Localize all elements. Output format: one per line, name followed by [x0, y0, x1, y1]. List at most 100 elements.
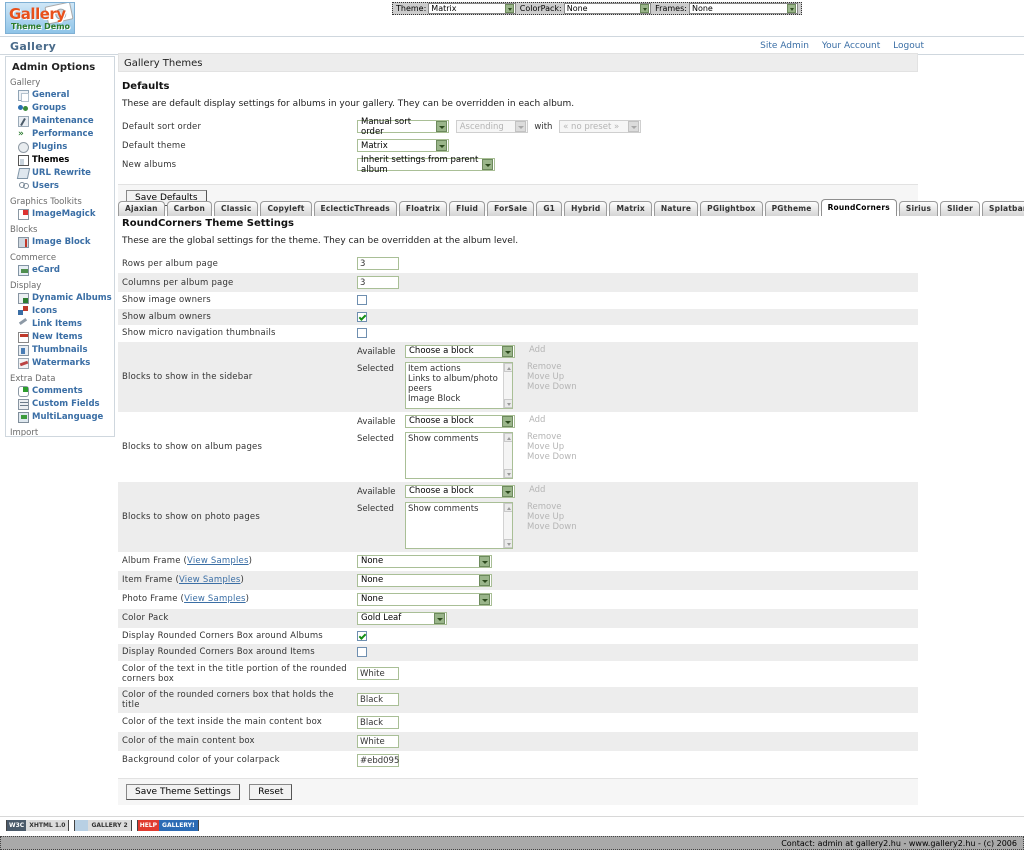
tab-eclecticthreads[interactable]: EclecticThreads	[313, 201, 397, 216]
reset-button[interactable]: Reset	[249, 783, 293, 800]
tab-carbon[interactable]: Carbon	[166, 201, 212, 216]
gallery-logo[interactable]: Gallery Theme Demo	[5, 2, 75, 34]
columns-per-album-page-input[interactable]: 3	[357, 276, 399, 289]
photo-move-down-button[interactable]: Move Down	[527, 521, 577, 532]
sidebar-selected-blocks-listbox[interactable]: Item actions Links to album/photo peers …	[405, 361, 513, 409]
show-micro-nav-checkbox[interactable]	[357, 328, 367, 338]
your-account-link[interactable]: Your Account	[821, 41, 881, 51]
title-box-color-input[interactable]: Black	[357, 693, 399, 706]
default-theme-select[interactable]: Matrix	[357, 139, 449, 152]
list-item[interactable]: Image Block	[408, 393, 461, 404]
tab-floatrix[interactable]: Floatrix	[398, 201, 448, 216]
sidebar-item-themes[interactable]: Themes	[10, 154, 110, 167]
sidebar-item-multilanguage[interactable]: MultiLanguage	[10, 411, 110, 424]
sidebar-item-link-items[interactable]: Link Items	[10, 318, 110, 331]
list-item[interactable]: Links to album/photo peers	[408, 373, 498, 394]
tab-splatbang[interactable]: Splatbang	[982, 201, 1024, 216]
frames-select[interactable]: None	[688, 3, 799, 14]
photo-remove-button[interactable]: Remove	[527, 501, 562, 512]
list-item[interactable]: Show comments	[408, 503, 479, 514]
background-color-input[interactable]: #ebd095	[357, 753, 399, 767]
sidebar-add-button[interactable]: Add	[529, 344, 546, 355]
scroll-down-icon[interactable]	[504, 468, 512, 478]
tab-pglightbox[interactable]: PGlightbox	[700, 201, 763, 216]
new-albums-select[interactable]: Inherit settings from parent album	[357, 155, 495, 175]
main-box-color-input[interactable]: White	[357, 734, 399, 748]
album-available-block-select[interactable]: Choose a block	[405, 414, 515, 428]
show-image-owners-checkbox[interactable]	[357, 295, 367, 305]
scroll-down-icon[interactable]	[504, 538, 512, 548]
album-remove-button[interactable]: Remove	[527, 431, 562, 442]
save-theme-settings-button[interactable]: Save Theme Settings	[126, 783, 240, 800]
photo-frame-select[interactable]: None	[357, 592, 492, 606]
sidebar-available-block-select[interactable]: Choose a block	[405, 344, 515, 358]
album-frame-view-samples-link[interactable]: View Samples	[187, 556, 249, 566]
photo-move-up-button[interactable]: Move Up	[527, 511, 565, 522]
rounded-items-checkbox[interactable]	[357, 647, 367, 657]
tab-pgtheme[interactable]: PGtheme	[764, 201, 819, 216]
sidebar-move-down-button[interactable]: Move Down	[527, 381, 577, 392]
sidebar-item-url-rewrite[interactable]: URL Rewrite	[10, 167, 110, 180]
tab-ajaxian[interactable]: Ajaxian	[118, 201, 165, 216]
album-add-button[interactable]: Add	[529, 414, 546, 425]
sidebar-move-up-button[interactable]: Move Up	[527, 371, 565, 382]
sidebar-remove-button[interactable]: Remove	[527, 361, 562, 372]
tab-classic[interactable]: Classic	[213, 201, 259, 216]
photo-selected-blocks-listbox[interactable]: Show comments	[405, 501, 513, 549]
sidebar-item-thumbnails[interactable]: Thumbnails	[10, 344, 110, 357]
w3c-xhtml-badge[interactable]: W3C XHTML 1.0	[6, 820, 70, 831]
tab-hybrid[interactable]: Hybrid	[564, 201, 608, 216]
sidebar-item-image-block[interactable]: Image Block	[10, 236, 110, 249]
tab-roundcorners[interactable]: RoundCorners	[820, 199, 897, 216]
sidebar-item-watermarks[interactable]: Watermarks	[10, 357, 110, 370]
sidebar-item-custom-fields[interactable]: Custom Fields	[10, 398, 110, 411]
sidebar-item-performance[interactable]: » Performance	[10, 128, 110, 141]
album-selected-blocks-listbox[interactable]: Show comments	[405, 431, 513, 479]
title-text-color-input[interactable]: White	[357, 667, 399, 680]
help-gallery-badge[interactable]: HELP GALLERY!	[136, 820, 199, 831]
sidebar-item-groups[interactable]: Groups	[10, 102, 110, 115]
sort-direction-select[interactable]: Ascending	[455, 120, 528, 133]
default-sort-order-select[interactable]: Manual sort order	[357, 117, 449, 137]
sidebar-item-new-items[interactable]: New Items	[10, 331, 110, 344]
photo-available-block-select[interactable]: Choose a block	[405, 484, 515, 498]
scroll-up-icon[interactable]	[504, 432, 512, 442]
scroll-down-icon[interactable]	[504, 398, 512, 408]
tab-nature[interactable]: Nature	[653, 201, 699, 216]
rounded-albums-checkbox[interactable]	[357, 630, 367, 641]
album-move-down-button[interactable]: Move Down	[527, 451, 577, 462]
list-item[interactable]: Item actions	[408, 363, 461, 374]
sidebar-item-maintenance[interactable]: Maintenance	[10, 115, 110, 128]
photo-frame-view-samples-link[interactable]: View Samples	[184, 594, 246, 604]
tab-forsale[interactable]: ForSale	[487, 201, 535, 216]
scrollbar[interactable]	[503, 362, 512, 408]
sidebar-item-ecard[interactable]: eCard	[10, 264, 110, 277]
sidebar-item-comments[interactable]: Comments	[10, 385, 110, 398]
album-frame-select[interactable]: None	[357, 554, 492, 568]
tab-copyleft[interactable]: Copyleft	[260, 201, 312, 216]
theme-select[interactable]: Matrix	[428, 3, 516, 14]
site-admin-link[interactable]: Site Admin	[760, 41, 809, 51]
tab-slider[interactable]: Slider	[940, 201, 981, 216]
preset-select[interactable]: « no preset »	[559, 120, 642, 133]
color-pack-select[interactable]: Gold Leaf	[357, 611, 447, 625]
scroll-up-icon[interactable]	[504, 362, 512, 372]
item-frame-select[interactable]: None	[357, 573, 492, 587]
album-move-up-button[interactable]: Move Up	[527, 441, 565, 452]
sidebar-item-imagemagick[interactable]: ImageMagick	[10, 208, 110, 221]
colorpack-select[interactable]: None	[563, 3, 652, 14]
rows-per-album-page-input[interactable]: 3	[357, 257, 399, 270]
scrollbar[interactable]	[503, 502, 512, 548]
main-text-color-input[interactable]: Black	[357, 715, 399, 729]
scroll-up-icon[interactable]	[504, 502, 512, 512]
list-item[interactable]: Show comments	[408, 433, 479, 444]
sidebar-item-icons[interactable]: Icons	[10, 305, 110, 318]
tab-matrix[interactable]: Matrix	[609, 201, 652, 216]
tab-sirius[interactable]: Sirius	[898, 201, 939, 216]
sidebar-item-dynamic-albums[interactable]: Dynamic Albums	[10, 292, 112, 305]
sidebar-item-general[interactable]: General	[10, 89, 110, 102]
item-frame-view-samples-link[interactable]: View Samples	[178, 575, 241, 585]
photo-add-button[interactable]: Add	[529, 484, 546, 495]
scrollbar[interactable]	[503, 432, 512, 478]
tab-g1[interactable]: G1	[536, 201, 563, 216]
